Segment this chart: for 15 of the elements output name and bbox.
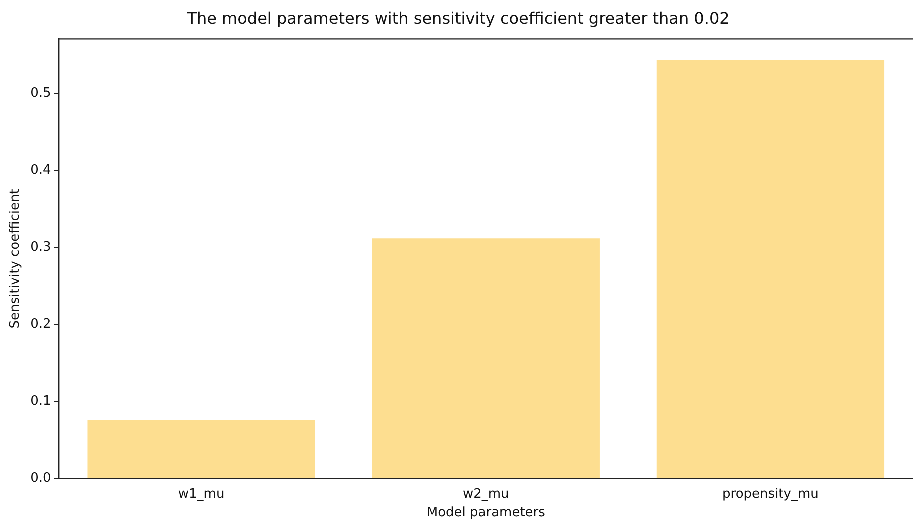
y-tick-label: 0.0	[30, 471, 52, 486]
y-axis-title: Sensitivity coefficient	[8, 189, 24, 329]
x-tick-label: w2_mu	[462, 486, 510, 502]
y-tick-label: 0.3	[30, 240, 52, 256]
x-tick-label: propensity_mu	[722, 486, 819, 502]
y-tick-label: 0.1	[30, 394, 52, 410]
bar	[656, 60, 885, 478]
y-tick-label: 0.4	[30, 163, 52, 178]
chart-title: The model parameters with sensitivity coefficient greater than 0.02	[186, 8, 730, 28]
bar	[372, 238, 600, 478]
y-tick-label: 0.5	[30, 86, 52, 102]
bar	[88, 420, 316, 478]
x-tick-label: w1_mu	[178, 486, 225, 502]
y-tick-label: 0.2	[30, 317, 52, 332]
x-axis-title: Model parameters	[426, 506, 546, 521]
